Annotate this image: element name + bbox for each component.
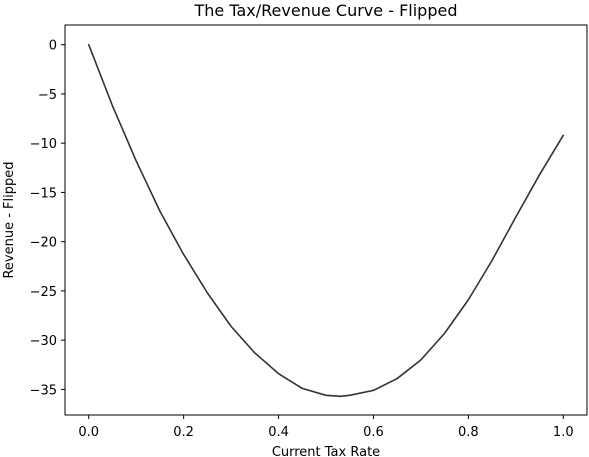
y-tick-label: −25 xyxy=(30,285,57,300)
y-tick-label: −20 xyxy=(30,236,57,251)
x-tick-label: 1.0 xyxy=(553,425,574,440)
x-axis-label: Current Tax Rate xyxy=(272,445,380,457)
y-tick-label: −10 xyxy=(30,137,57,152)
plot-area: 0.0 0.2 0.4 0.6 0.8 1.0 0 −5 −10 −15 −20 −25 −30 −35 xyxy=(30,24,588,440)
chart-title: The Tax/Revenue Curve - Flipped xyxy=(194,1,458,20)
y-tick-label: 0 xyxy=(49,39,57,54)
plot-frame xyxy=(64,24,588,416)
x-tick-label: 0.6 xyxy=(363,425,384,440)
x-tick-label: 0.4 xyxy=(268,425,289,440)
x-tick-label: 0.0 xyxy=(78,425,99,440)
x-tick-label: 0.2 xyxy=(173,425,194,440)
x-tick-label: 0.8 xyxy=(458,425,479,440)
y-tick-label: −35 xyxy=(30,383,57,398)
y-tick-label: −30 xyxy=(30,334,57,349)
series-line-0 xyxy=(87,43,565,398)
y-tick-label: −5 xyxy=(38,88,57,103)
y-axis-label: Revenue - Flipped xyxy=(2,161,17,278)
y-tick-label: −15 xyxy=(30,186,57,201)
